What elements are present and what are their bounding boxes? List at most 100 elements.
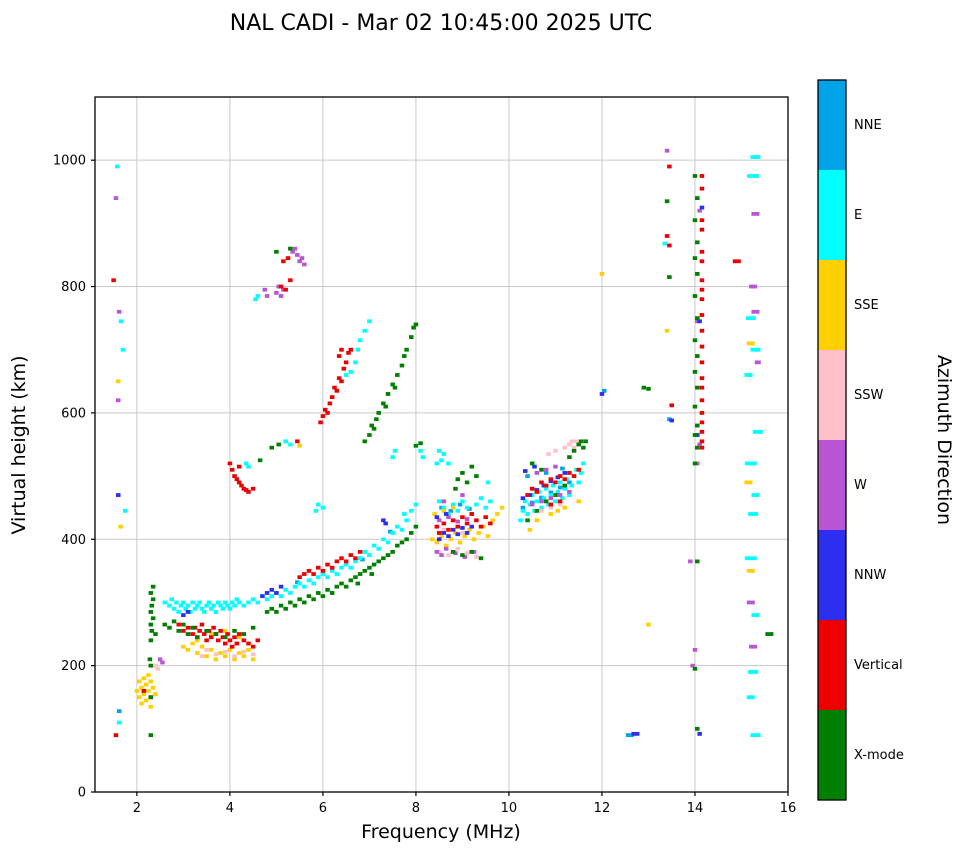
scatter-point [288,442,293,447]
scatter-point [695,461,700,466]
scatter-point [176,628,181,633]
scatter-point [329,568,335,573]
axes: 2 4 6 8 10 12 14 16 0 200 400 600 800 1000 [53,96,796,816]
scatter-point [222,600,228,605]
scatter-point [325,411,330,415]
scatter-point [436,448,442,453]
scatter-point [162,622,168,627]
scatter-point [285,256,291,261]
scatter-point [411,325,416,330]
scatter-point [448,508,454,513]
scatter-point [448,537,454,542]
scatter-point [560,466,565,471]
scatter-point [374,417,379,422]
scatter-point [543,467,549,472]
scatter-point [699,398,705,403]
scatter-point [181,622,186,627]
scatter-point [147,657,153,662]
scatter-point [413,524,419,529]
colorbar-segment [818,170,846,260]
scatter-point [699,297,705,302]
scatter-point [469,512,474,516]
scatter-point [462,555,468,559]
scatter-point [202,632,207,636]
scatter-point [246,641,251,646]
scatter-point [446,461,451,466]
scatter-point [450,502,456,507]
scatter-point [355,581,361,586]
scatter-point [557,474,563,478]
scatter-point [553,493,558,497]
scatter-point [525,518,530,523]
scatter-point [260,594,265,599]
scatter-point [246,489,251,494]
scatter-point [469,464,474,469]
scatter-point [276,442,281,447]
scatter-point [695,272,700,276]
scatter-point [744,461,757,466]
scatter-point [664,199,670,204]
scatter-point [250,652,256,657]
scatter-point [334,572,340,576]
scatter-point [541,483,547,488]
scatter-point [343,584,349,589]
scatter-point [292,603,298,608]
scatter-point [576,499,581,504]
scatter-point [334,559,340,564]
scatter-point [555,508,561,513]
scatter-point [434,515,440,520]
scatter-point [262,287,268,292]
scatter-point [283,606,288,611]
scatter-point [436,537,442,542]
scatter-point [136,679,142,684]
scatter-point [464,551,470,556]
scatter-point [439,505,444,510]
scatter-point [483,515,488,520]
scatter-point [204,654,209,659]
scatter-point [455,508,461,513]
scatter-point [376,546,381,551]
scatter-point [539,480,544,485]
scatter-point [197,600,202,605]
scatter-point [441,499,447,504]
scatter-point [395,373,400,377]
scatter-point [148,591,154,595]
scatter-point [560,496,565,501]
scatter-point [747,174,760,178]
x-tick-label: 6 [319,801,327,816]
scatter-point [371,426,377,431]
scatter-point [574,467,579,472]
colorbar-title: Azimuth Direction [933,355,955,525]
scatter-point [699,287,705,292]
scatter-point [539,467,544,472]
y-tick-label: 600 [61,406,86,421]
scatter-point [522,499,528,504]
scatter-point [695,445,700,450]
scatter-point [567,493,572,497]
scatter-point [362,328,368,333]
scatter-point [567,480,572,485]
scatter-point [153,663,158,668]
scatter-point [439,458,444,463]
scatter-point [697,319,702,324]
scatter-point [288,246,293,251]
scatter-point [209,647,214,652]
scatter-point [334,388,340,393]
scatter-point [185,647,191,652]
scatter-point [550,483,556,488]
scatter-point [153,632,158,636]
scatter-point [557,480,563,485]
scatter-point [602,388,607,393]
scatter-point [236,651,242,655]
scatter-point [306,594,312,599]
scatter-point [529,502,535,507]
scatter-point [302,262,307,267]
scatter-point [232,474,237,478]
scatter-point [460,531,465,535]
scatter-point [339,379,344,384]
scatter-point [567,455,572,460]
scatter-point [383,404,388,409]
scatter-point [141,692,147,696]
scatter-point [313,508,319,513]
